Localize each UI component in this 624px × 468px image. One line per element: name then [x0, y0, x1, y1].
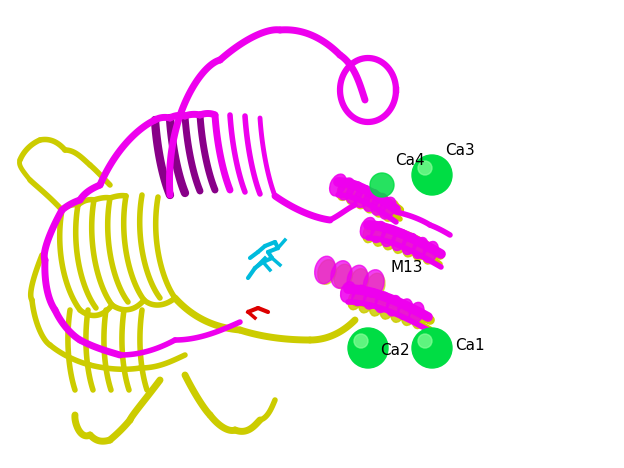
Circle shape	[418, 334, 432, 348]
Ellipse shape	[379, 197, 396, 219]
Ellipse shape	[412, 237, 428, 258]
Ellipse shape	[346, 184, 362, 205]
Ellipse shape	[380, 300, 394, 319]
Ellipse shape	[375, 292, 390, 313]
Ellipse shape	[346, 182, 363, 204]
Ellipse shape	[360, 218, 376, 239]
Ellipse shape	[412, 309, 426, 329]
Text: Ca3: Ca3	[445, 143, 475, 158]
Ellipse shape	[352, 285, 367, 306]
Circle shape	[370, 173, 394, 197]
Ellipse shape	[363, 223, 377, 242]
Ellipse shape	[356, 188, 371, 209]
Ellipse shape	[363, 289, 378, 309]
Ellipse shape	[364, 192, 381, 213]
Ellipse shape	[381, 226, 396, 247]
Ellipse shape	[369, 297, 383, 316]
Ellipse shape	[359, 293, 373, 313]
Circle shape	[418, 161, 432, 175]
Ellipse shape	[318, 260, 336, 284]
Ellipse shape	[397, 299, 412, 319]
Ellipse shape	[371, 193, 388, 215]
Ellipse shape	[334, 264, 353, 289]
Ellipse shape	[366, 273, 385, 298]
Ellipse shape	[423, 245, 437, 264]
Ellipse shape	[350, 269, 369, 293]
Ellipse shape	[391, 303, 405, 322]
Ellipse shape	[402, 234, 417, 255]
Ellipse shape	[373, 227, 387, 246]
Ellipse shape	[383, 200, 399, 221]
Ellipse shape	[354, 186, 371, 207]
Ellipse shape	[314, 256, 335, 284]
Ellipse shape	[386, 295, 401, 316]
Ellipse shape	[423, 241, 438, 263]
Text: M13: M13	[390, 260, 422, 275]
Text: Ca2: Ca2	[380, 343, 409, 358]
Ellipse shape	[337, 180, 353, 200]
Ellipse shape	[409, 302, 424, 323]
Text: Ca4: Ca4	[395, 153, 424, 168]
Ellipse shape	[338, 178, 354, 200]
Circle shape	[412, 328, 452, 368]
Ellipse shape	[348, 290, 362, 310]
Ellipse shape	[329, 174, 346, 196]
Circle shape	[354, 334, 368, 348]
Circle shape	[412, 155, 452, 195]
Ellipse shape	[374, 196, 389, 217]
Ellipse shape	[341, 282, 356, 302]
Ellipse shape	[383, 230, 397, 250]
Ellipse shape	[393, 234, 407, 253]
Ellipse shape	[392, 229, 407, 250]
Ellipse shape	[371, 221, 386, 242]
Ellipse shape	[403, 238, 417, 257]
Ellipse shape	[363, 190, 379, 212]
Ellipse shape	[413, 241, 427, 261]
Text: Ca1: Ca1	[455, 338, 485, 353]
Ellipse shape	[363, 270, 384, 297]
Circle shape	[348, 328, 388, 368]
Ellipse shape	[402, 306, 416, 325]
Ellipse shape	[347, 265, 368, 293]
Ellipse shape	[331, 261, 351, 288]
